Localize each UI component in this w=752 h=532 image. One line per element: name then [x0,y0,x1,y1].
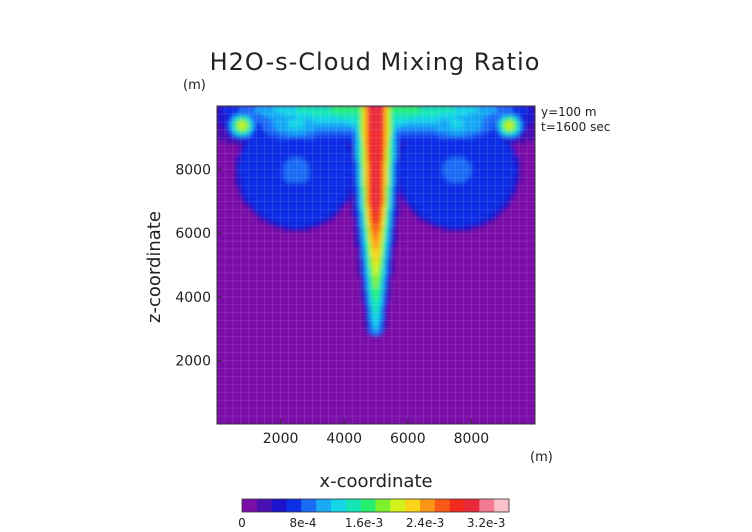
y-tick-label: 8000 [175,163,211,179]
colorbar-swatch [449,499,465,512]
y-axis-label: z-coordinate [144,211,165,323]
annotation-t: t=1600 sec [541,120,610,134]
mixing-ratio-field [217,106,535,339]
colorbar-swatch [420,499,436,512]
y-tick-label: 4000 [175,290,211,306]
grid-lines [217,106,535,424]
plot-frame [216,105,536,425]
colorbar-swatch [405,499,421,512]
colorbar-swatch [494,499,510,512]
colorbar [241,498,510,513]
colorbar-swatch [286,499,302,512]
chart-title: H2O-s-Cloud Mixing Ratio [210,48,541,76]
colorbar-tick-label: 8e-4 [290,516,317,530]
colorbar-ticks: 0 8e-4 1.6e-3 2.4e-3 3.2e-3 [238,516,505,530]
colorbar-swatch [464,499,480,512]
colorbar-swatch [242,499,258,512]
annotation-y: y=100 m [541,105,597,119]
colorbar-swatch [331,499,347,512]
colorbar-swatch [271,499,287,512]
colorbar-frame [241,498,510,513]
colorbar-tick-label: 3.2e-3 [467,516,505,530]
colorbar-swatch [316,499,332,512]
x-axis: 2000 4000 6000 8000 [263,419,489,447]
colorbar-swatch [479,499,495,512]
colorbar-swatch [345,499,362,512]
colorbar-swatch [256,499,273,512]
colorbar-tick-label: 0 [238,516,246,530]
colorbar-swatch [301,499,317,512]
x-tick-label: 2000 [263,431,299,447]
y-axis: 2000 4000 6000 8000 [175,163,222,369]
colorbar-swatch [375,499,391,512]
colorbar-tick-label: 2.4e-3 [406,516,444,530]
x-axis-label: x-coordinate [319,471,432,492]
x-tick-label: 4000 [326,431,362,447]
y-tick-label: 2000 [175,353,211,369]
colorbar-tick-label: 1.6e-3 [345,516,383,530]
x-tick-label: 6000 [390,431,426,447]
colorbar-swatch [360,499,376,512]
colorbar-swatch [434,499,451,512]
y-tick-label: 6000 [175,226,211,242]
plot-area [216,105,536,425]
colorbar-swatch [390,499,406,512]
x-tick-label: 8000 [454,431,490,447]
y-unit-label: (m) [183,78,206,93]
x-unit-label: (m) [530,450,553,465]
